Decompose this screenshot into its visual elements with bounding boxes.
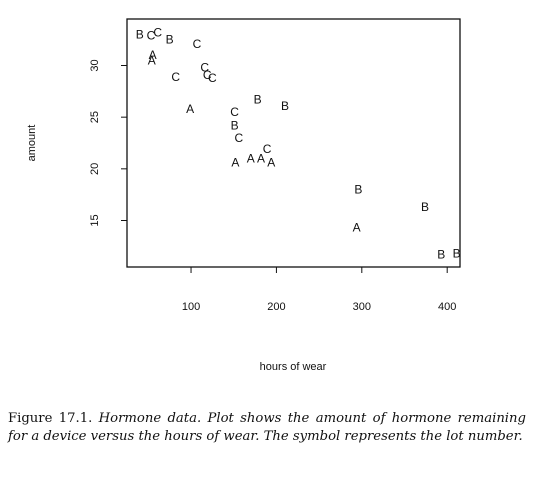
point-lot-b: B xyxy=(254,93,262,107)
point-lot-b: B xyxy=(231,118,239,132)
point-lot-b: B xyxy=(166,33,174,47)
caption-body: Hormone data. Plot shows the amount of h… xyxy=(8,411,526,444)
point-lot-a: A xyxy=(149,48,157,62)
x-tick-label: 200 xyxy=(267,301,285,313)
plot-frame xyxy=(126,18,461,268)
point-lot-b: B xyxy=(421,200,429,214)
y-tick-label: 20 xyxy=(89,163,101,175)
point-lot-c: C xyxy=(200,61,209,75)
point-lot-c: C xyxy=(208,71,217,85)
point-lot-b: B xyxy=(281,99,289,113)
point-lot-b: B xyxy=(453,247,461,261)
y-axis: 15 20 25 30 xyxy=(89,59,127,227)
y-axis-label: amount xyxy=(26,125,38,162)
point-lot-c: C xyxy=(235,131,244,145)
point-lot-a: A xyxy=(353,221,361,235)
point-lot-a: A xyxy=(231,156,239,170)
point-lot-c: C xyxy=(147,29,156,43)
point-lot-c: C xyxy=(230,105,239,119)
point-lot-c: C xyxy=(193,37,202,51)
point-lot-c: C xyxy=(153,25,162,39)
point-lot-a: A xyxy=(257,152,265,166)
point-lot-b: B xyxy=(437,248,445,262)
point-lot-a: A xyxy=(148,53,156,67)
point-lot-b: B xyxy=(136,28,144,42)
y-tick-label: 25 xyxy=(89,111,101,123)
point-lot-c: C xyxy=(203,68,212,82)
x-axis-label: hours of wear xyxy=(260,361,327,373)
x-axis: 100 200 300 400 xyxy=(182,267,456,313)
figure-caption: Figure 17.1. Hormone data. Plot shows th… xyxy=(8,410,526,446)
x-tick-label: 300 xyxy=(353,301,371,313)
point-lot-b: B xyxy=(354,183,362,197)
point-lot-a: A xyxy=(186,102,194,116)
point-lot-c: C xyxy=(263,142,272,156)
y-tick-label: 30 xyxy=(89,59,101,71)
caption-lead: Figure 17.1. xyxy=(8,411,93,426)
y-tick-label: 15 xyxy=(89,214,101,226)
x-tick-label: 400 xyxy=(438,301,456,313)
point-lot-c: C xyxy=(171,70,180,84)
point-lot-a: A xyxy=(247,152,255,166)
x-tick-label: 100 xyxy=(182,301,200,313)
point-lot-a: A xyxy=(267,156,275,170)
